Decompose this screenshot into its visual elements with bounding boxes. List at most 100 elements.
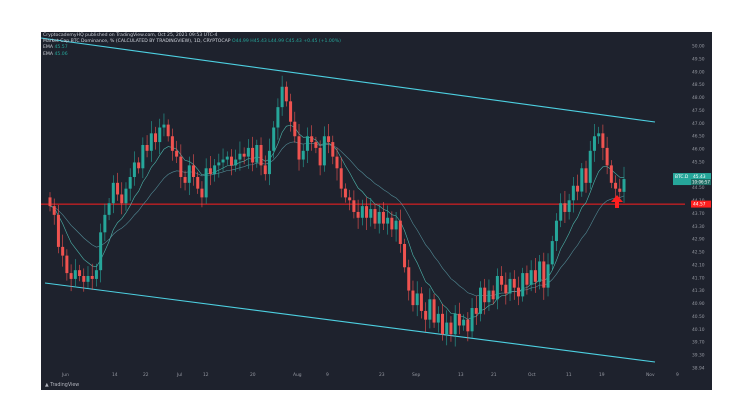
candle-body bbox=[69, 273, 73, 279]
candle-body bbox=[533, 270, 537, 282]
x-tick-label: Oct bbox=[528, 372, 536, 378]
candle-body bbox=[449, 322, 453, 335]
y-tick-label: 39.30 bbox=[692, 353, 705, 359]
candle-body bbox=[462, 319, 466, 326]
candle-body bbox=[470, 308, 474, 332]
price-tag-countdown: 10:06:57 bbox=[692, 180, 710, 185]
candle-body bbox=[276, 107, 280, 128]
y-tick-label: 42.10 bbox=[692, 262, 705, 268]
candles-layer bbox=[48, 75, 626, 347]
candle-body bbox=[500, 276, 504, 285]
candle-body bbox=[457, 313, 461, 326]
candle-body bbox=[255, 144, 259, 163]
candle-body bbox=[563, 203, 567, 212]
candle-body bbox=[508, 278, 512, 294]
price-chart[interactable]: 50.00 49.50 49.00 48.50 48.00 47.50 47.00 46.50… bbox=[41, 32, 712, 390]
candle-body bbox=[120, 194, 124, 204]
candle-body bbox=[137, 162, 141, 169]
candle-body bbox=[415, 293, 419, 306]
ema2-legend[interactable]: EMA 45.06 bbox=[43, 52, 341, 58]
candle-body bbox=[246, 147, 250, 157]
candle-body bbox=[170, 136, 174, 151]
ema1-legend[interactable]: EMA 45.57 bbox=[43, 45, 341, 51]
candle-body bbox=[99, 232, 103, 271]
candle-body bbox=[373, 209, 377, 224]
support-tag-value: 44.57 bbox=[693, 202, 706, 208]
candle-body bbox=[124, 188, 128, 204]
ema2-label: EMA bbox=[43, 51, 54, 57]
tradingview-logo[interactable]: ▲ TradingView bbox=[45, 383, 79, 388]
candle-body bbox=[348, 197, 352, 201]
channel-lines bbox=[41, 37, 656, 363]
candle-body bbox=[343, 188, 347, 198]
candle-body bbox=[609, 165, 613, 183]
price-tag-box bbox=[673, 173, 691, 186]
candle-body bbox=[516, 287, 520, 297]
candle-body bbox=[445, 322, 449, 335]
candle-body bbox=[580, 168, 584, 192]
candle-body bbox=[141, 144, 145, 169]
publish-line: CryptocademyHQ published on TradingView.… bbox=[43, 33, 218, 38]
candle-body bbox=[428, 299, 432, 320]
ohlc-values: O44.99 H45.43 L44.99 C45.43 +0.45 (+1.00… bbox=[232, 39, 341, 45]
candle-body bbox=[487, 290, 491, 303]
candle-body bbox=[128, 177, 132, 189]
x-tick-label: 12 bbox=[203, 372, 209, 378]
candle-body bbox=[546, 264, 550, 288]
candle-body bbox=[538, 261, 542, 282]
candle-body bbox=[280, 86, 284, 108]
candle-body bbox=[419, 293, 423, 311]
candle-body bbox=[48, 197, 52, 207]
x-axis: Jun 14 22 Jul 12 20 Aug 9 23 Sep 13 21 Oct 11 19 Nov 9 bbox=[61, 372, 679, 378]
y-tick-label: 41.70 bbox=[692, 275, 705, 281]
candle-body bbox=[411, 290, 415, 306]
candle-body bbox=[103, 214, 107, 233]
candle-body bbox=[550, 241, 554, 265]
candle-body bbox=[542, 261, 546, 288]
x-tick-label: 22 bbox=[143, 372, 149, 378]
candle-body bbox=[491, 290, 495, 300]
x-tick-label: 9 bbox=[326, 372, 329, 378]
symbol-name: Market Cap BTC Dominance, % (CALCULATED … bbox=[43, 39, 231, 45]
candle-body bbox=[179, 156, 183, 178]
candle-body bbox=[208, 168, 212, 175]
candle-body bbox=[327, 136, 331, 143]
candle-body bbox=[369, 209, 373, 218]
candle-body bbox=[78, 270, 82, 276]
y-tick-label: 50.00 bbox=[692, 44, 705, 50]
candle-body bbox=[504, 284, 508, 294]
y-tick-label: 48.00 bbox=[692, 95, 705, 101]
candle-body bbox=[424, 310, 428, 320]
x-tick-label: 21 bbox=[491, 372, 497, 378]
candle-body bbox=[403, 243, 407, 268]
candle-body bbox=[322, 136, 326, 166]
candle-body bbox=[272, 127, 276, 151]
candle-body bbox=[73, 270, 77, 279]
candle-body bbox=[441, 313, 445, 335]
candle-body bbox=[483, 287, 487, 303]
y-tick-label: 44.50 bbox=[692, 185, 705, 191]
candle-body bbox=[601, 133, 605, 148]
candle-body bbox=[200, 188, 204, 198]
candle-body bbox=[263, 165, 267, 175]
page-footer bbox=[0, 390, 755, 406]
candle-body bbox=[597, 133, 601, 137]
y-tick-label: 40.50 bbox=[692, 314, 705, 320]
candle-body bbox=[61, 246, 65, 256]
candle-body bbox=[318, 147, 322, 166]
candle-body bbox=[196, 177, 200, 189]
candle-body bbox=[132, 162, 136, 178]
candle-body bbox=[251, 147, 255, 163]
candle-body bbox=[386, 217, 390, 224]
y-tick-label: 45.50 bbox=[692, 159, 705, 165]
candle-body bbox=[339, 168, 343, 189]
candle-body bbox=[107, 203, 111, 215]
x-tick-label: 13 bbox=[458, 372, 464, 378]
candle-body bbox=[453, 313, 457, 335]
candle-body bbox=[166, 124, 170, 137]
candle-body bbox=[554, 220, 558, 242]
y-tick-label: 49.00 bbox=[692, 69, 705, 75]
candle-body bbox=[297, 136, 301, 160]
candle-body bbox=[82, 276, 86, 282]
